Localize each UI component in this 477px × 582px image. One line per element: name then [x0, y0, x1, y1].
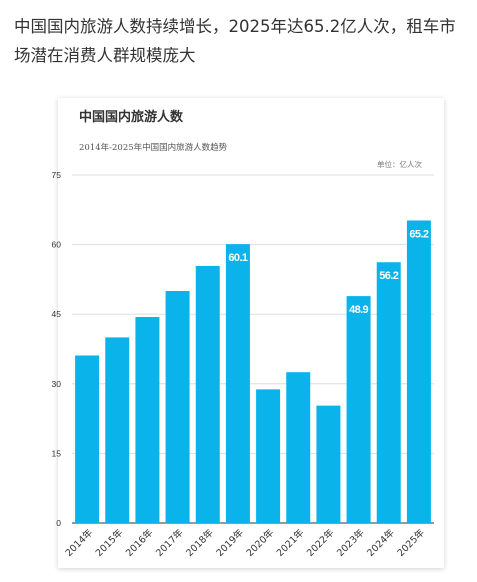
y-tick-label: 0 [56, 518, 61, 528]
chart-subtitle: 2014年-2025年中国国内旅游人数趋势 [79, 143, 228, 153]
article-headline: 中国国内旅游人数持续增长，2025年达65.2亿人次，租车市场潜在消费人群规模庞… [14, 17, 456, 65]
chart-unit-label: 单位：亿人次 [377, 160, 422, 169]
x-tick-label: 2018年 [184, 526, 217, 559]
bar [346, 296, 371, 523]
bar [316, 405, 341, 523]
bar-value-label: 60.1 [228, 252, 247, 264]
x-tick-label: 2022年 [304, 526, 337, 559]
x-tick-label: 2021年 [274, 526, 307, 559]
bar-value-label: 56.2 [379, 270, 398, 282]
x-tick-label: 2020年 [244, 526, 277, 559]
x-tick-label: 2017年 [153, 526, 186, 559]
x-tick-label: 2019年 [214, 526, 247, 559]
bar-value-label: 65.2 [409, 228, 428, 240]
x-tick-label: 2025年 [395, 526, 428, 559]
bar [75, 355, 100, 523]
x-tick-label: 2014年 [63, 526, 96, 559]
bar [286, 372, 311, 523]
x-tick-label: 2016年 [123, 526, 156, 559]
x-tick-label: 2024年 [365, 526, 398, 559]
x-tick-label: 2023年 [334, 526, 367, 559]
bar [406, 220, 431, 524]
y-tick-label: 15 [52, 448, 62, 458]
y-tick-label: 60 [52, 240, 62, 250]
bar [225, 244, 250, 524]
bar [376, 262, 401, 523]
chart-title: 中国国内旅游人数 [79, 110, 184, 125]
y-tick-label: 30 [52, 379, 62, 389]
bar [135, 316, 160, 523]
bar [105, 337, 130, 523]
bar-value-label: 48.9 [349, 304, 368, 316]
y-tick-label: 75 [52, 170, 62, 180]
y-tick-label: 45 [52, 309, 62, 319]
bar [195, 265, 220, 523]
bar [165, 291, 190, 523]
x-tick-label: 2015年 [93, 526, 126, 559]
bar [256, 389, 281, 523]
